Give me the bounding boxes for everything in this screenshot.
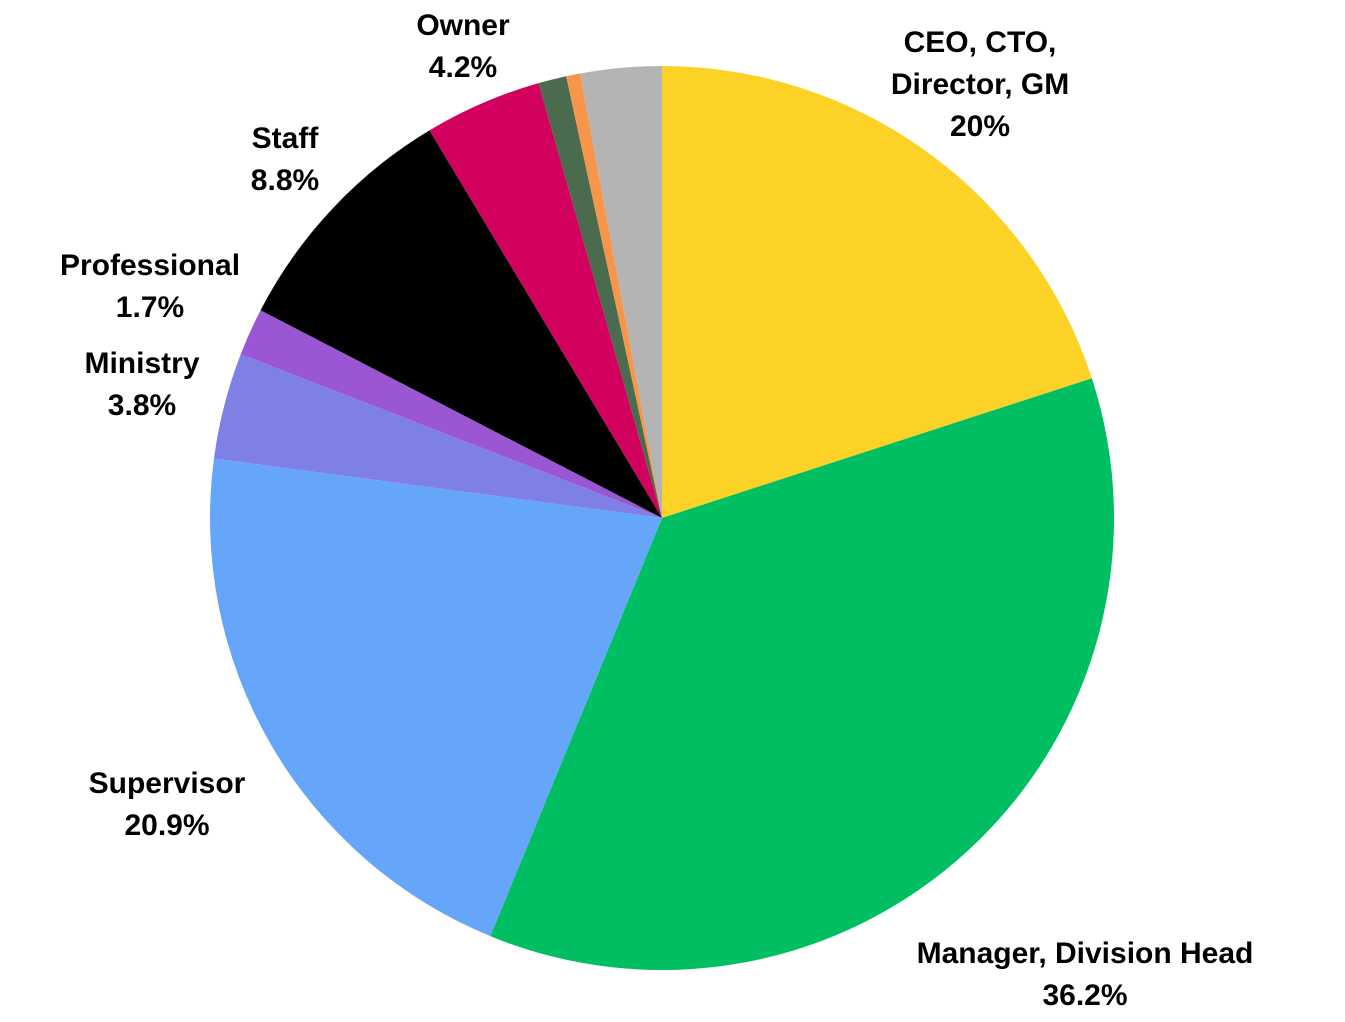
slice-label: Staff 8.8% (205, 118, 365, 202)
slice-label: CEO, CTO, Director, GM 20% (860, 22, 1100, 148)
pie-slice (209, 458, 662, 937)
value-label: 36.2% (1042, 979, 1128, 1012)
slice-label: Manager, Division Head 36.2% (855, 933, 1315, 1017)
pie-slice (240, 310, 662, 518)
pie-slice (490, 378, 1114, 971)
slice-label: Ministry 3.8% (42, 343, 242, 427)
pie-slice (566, 73, 662, 519)
value-label: 8.8% (250, 164, 320, 197)
slice-label: Professional 1.7% (20, 245, 280, 329)
value-label: 20.9% (124, 809, 210, 842)
value-label: 20% (949, 110, 1011, 143)
value-label: 4.2% (428, 51, 498, 84)
category-label: Professional (59, 249, 241, 282)
pie-slice (260, 130, 662, 518)
slice-label: Owner 4.2% (383, 5, 543, 89)
category-label: Staff (251, 122, 319, 155)
pie-slice (213, 354, 662, 518)
slice-label: Supervisor 20.9% (47, 763, 287, 847)
category-label: Ministry (84, 347, 200, 380)
category-label: Manager, Division Head (916, 937, 1254, 970)
pie-slice (580, 66, 662, 518)
category-label: Owner (416, 9, 510, 42)
pie-slice (429, 83, 662, 519)
value-label: 3.8% (107, 389, 177, 422)
category-label: Supervisor (88, 767, 246, 800)
pie-slice (662, 66, 1092, 518)
category-label: CEO, CTO, Director, GM (890, 26, 1070, 101)
pie-slice (538, 76, 662, 518)
value-label: 1.7% (115, 291, 185, 324)
